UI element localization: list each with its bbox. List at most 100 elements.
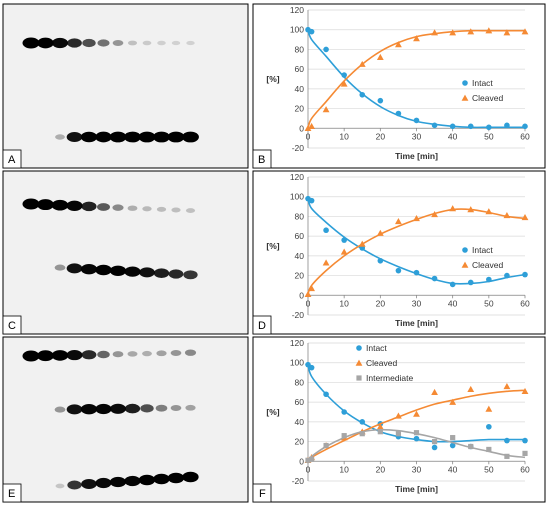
gel-band: [128, 206, 138, 211]
gel-band: [124, 132, 141, 143]
gel-band: [169, 269, 184, 278]
y-tick-label: 100: [290, 25, 304, 35]
gel-band: [110, 404, 126, 414]
y-tick-label: 0: [299, 290, 304, 300]
data-point-intact: [414, 118, 420, 124]
gel-panel-c: [3, 171, 248, 334]
gel-band: [171, 208, 180, 213]
y-tick-label: 20: [295, 271, 305, 281]
panel-label-a: A: [8, 154, 16, 166]
gel-band: [128, 41, 137, 46]
y-tick-label: 120: [290, 338, 304, 348]
data-point-intact: [323, 391, 329, 397]
legend-marker: [356, 345, 362, 351]
legend-marker: [356, 375, 361, 380]
data-point-intact: [468, 124, 474, 130]
gel-background: [3, 4, 248, 168]
x-tick-label: 10: [339, 131, 349, 141]
gel-band: [110, 132, 127, 143]
gel-band: [52, 350, 69, 361]
gel-band: [182, 472, 198, 482]
gel-band: [186, 41, 194, 45]
legend-label: Cleaved: [366, 358, 397, 368]
gel-band: [52, 200, 69, 211]
gel-band: [124, 476, 140, 486]
data-point-intact: [450, 282, 456, 288]
data-point-intact: [396, 268, 402, 274]
gel-band: [81, 202, 96, 211]
gel-band: [97, 39, 109, 46]
data-point-intact: [341, 72, 347, 78]
x-tick-label: 10: [339, 298, 349, 308]
y-tick-label: 20: [295, 437, 305, 447]
gel-band: [171, 405, 182, 411]
y-tick-label: -20: [292, 310, 305, 320]
panel-label-b: B: [258, 154, 265, 166]
y-tick-label: 80: [295, 377, 305, 387]
x-tick-label: 20: [376, 131, 386, 141]
y-tick-label: -20: [292, 476, 305, 486]
x-tick-label: 40: [448, 131, 458, 141]
x-tick-label: 0: [306, 464, 311, 474]
legend-marker: [462, 247, 468, 253]
gel-band: [81, 264, 97, 274]
panel-label-c: C: [8, 320, 16, 332]
panel-label-d: D: [258, 320, 266, 332]
gel-band: [67, 38, 82, 47]
legend-label: Intermediate: [366, 373, 414, 383]
gel-band: [171, 350, 182, 356]
gel-band: [185, 405, 195, 411]
y-axis-label: [%]: [266, 74, 279, 84]
y-tick-label: 40: [295, 417, 305, 427]
y-tick-label: 120: [290, 5, 304, 15]
gel-panel-a: [3, 4, 248, 168]
x-tick-label: 30: [412, 298, 422, 308]
data-point-intermediate: [522, 451, 527, 456]
data-point-intact: [359, 419, 365, 425]
gel-band: [67, 481, 81, 490]
x-tick-label: 50: [484, 464, 494, 474]
data-point-intermediate: [432, 439, 437, 444]
gel-band: [67, 132, 83, 142]
gel-band: [97, 351, 110, 359]
gel-band: [128, 351, 138, 357]
x-tick-label: 40: [448, 464, 458, 474]
data-point-intact: [396, 111, 402, 117]
gel-band: [55, 265, 66, 271]
data-point-intact: [486, 424, 492, 430]
gel-band: [156, 350, 166, 356]
x-tick-label: 60: [520, 298, 530, 308]
data-point-intermediate: [468, 444, 473, 449]
data-point-intact: [359, 92, 365, 98]
x-tick-label: 30: [412, 464, 422, 474]
data-point-intact: [309, 198, 315, 204]
gel-band: [154, 268, 169, 278]
gel-band: [96, 478, 112, 488]
data-point-intact: [323, 227, 329, 233]
gel-band: [56, 484, 65, 489]
gel-band: [182, 132, 199, 143]
data-point-intact: [378, 98, 384, 104]
gel-band: [55, 407, 66, 413]
gel-band: [113, 351, 124, 357]
gel-band: [82, 39, 95, 47]
gel-band: [95, 132, 112, 143]
gel-band: [125, 404, 140, 414]
gel-band: [157, 207, 166, 212]
y-tick-label: 100: [290, 358, 304, 368]
x-tick-label: 0: [306, 131, 311, 141]
x-tick-label: 60: [520, 464, 530, 474]
data-point-intermediate: [396, 431, 401, 436]
gel-band: [142, 351, 152, 356]
data-point-intermediate: [342, 433, 347, 438]
data-point-intact: [414, 270, 420, 276]
data-point-intact: [468, 280, 474, 286]
legend-label: Cleaved: [472, 260, 503, 270]
x-tick-label: 50: [484, 298, 494, 308]
gel-background: [3, 337, 248, 502]
data-point-intact: [486, 125, 492, 131]
data-point-intermediate: [486, 447, 491, 452]
y-tick-label: 0: [299, 123, 304, 133]
gel-band: [95, 404, 111, 414]
